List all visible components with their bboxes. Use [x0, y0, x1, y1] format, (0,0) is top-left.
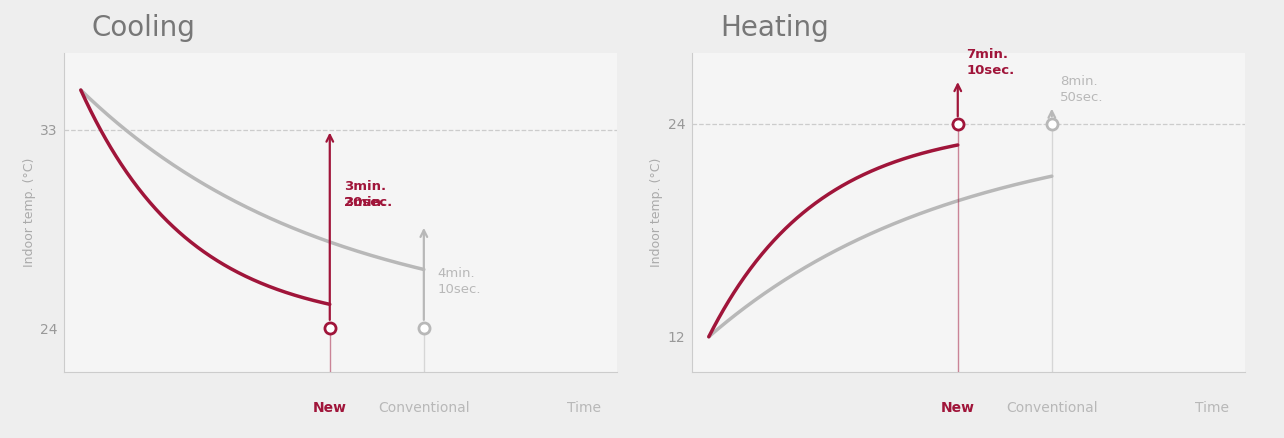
Text: Conventional: Conventional — [377, 401, 470, 415]
Text: New: New — [313, 401, 347, 415]
Text: 8min.
50sec.: 8min. 50sec. — [1061, 75, 1104, 104]
Text: Conventional: Conventional — [1007, 401, 1098, 415]
Text: 4min.
10sec.: 4min. 10sec. — [438, 266, 482, 296]
Y-axis label: Indoor temp. (°C): Indoor temp. (°C) — [651, 158, 664, 267]
Text: Heating: Heating — [720, 14, 828, 42]
Text: Cooling: Cooling — [92, 14, 195, 42]
Text: New: New — [941, 401, 975, 415]
Text: Time: Time — [1195, 401, 1229, 415]
Text: 3min.
20sec.: 3min. 20sec. — [344, 180, 392, 208]
Y-axis label: Indoor temp. (°C): Indoor temp. (°C) — [23, 158, 36, 267]
Text: 3min.: 3min. — [344, 196, 385, 208]
Text: 7min.
10sec.: 7min. 10sec. — [966, 49, 1014, 78]
Text: Time: Time — [568, 401, 601, 415]
